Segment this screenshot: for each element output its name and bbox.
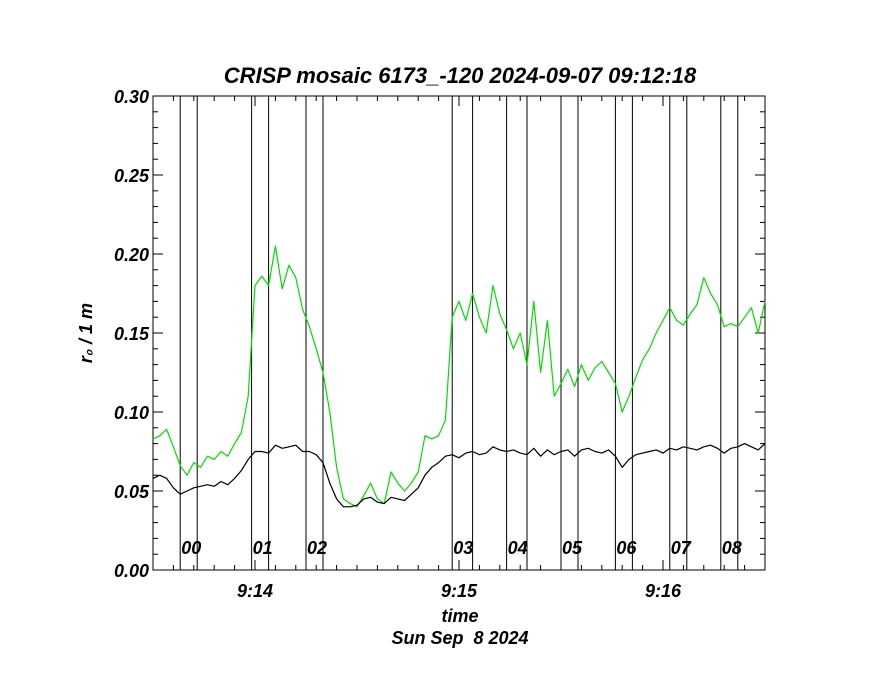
y-axis-label: r₀ / 1 m: [76, 303, 96, 363]
series-line-1: [152, 443, 766, 508]
scan-marker-label: 07: [671, 538, 692, 558]
date-label: Sun Sep 8 2024: [391, 628, 528, 648]
y-tick-label: 0.20: [114, 245, 149, 265]
y-tick-label: 0.30: [114, 87, 149, 107]
scan-marker-label: 08: [722, 538, 742, 558]
scan-marker-label: 01: [253, 538, 273, 558]
chart-title: CRISP mosaic 6173_-120 2024-09-07 09:12:…: [224, 63, 697, 88]
plot-frame: [152, 95, 766, 571]
y-tick-label: 0.10: [114, 403, 149, 423]
series-line-0: [152, 245, 766, 508]
y-tick-label: 0.00: [114, 561, 149, 581]
x-axis-ticks: 9:14 9:15 9:16: [152, 96, 766, 601]
data-series: [152, 245, 766, 508]
scan-marker-label: 04: [508, 538, 528, 558]
scan-markers: 00 01 02 03 04 05 06 07 08: [179, 96, 742, 570]
scan-marker-label: 02: [307, 538, 327, 558]
y-tick-label: 0.25: [114, 166, 150, 186]
scan-marker-label: 05: [562, 538, 583, 558]
y-tick-label: 0.15: [114, 324, 150, 344]
x-axis-label: time: [441, 606, 478, 626]
x-tick-label: 9:15: [441, 581, 478, 601]
scan-marker-label: 00: [181, 538, 201, 558]
scan-marker-label: 03: [453, 538, 473, 558]
x-tick-label: 9:16: [645, 581, 682, 601]
scan-marker-label: 06: [616, 538, 637, 558]
y-tick-label: 0.05: [114, 482, 150, 502]
x-tick-label: 9:14: [237, 581, 273, 601]
y-axis-ticks: 0.00 0.05 0.10 0.15 0.20 0.25 0.30: [114, 87, 765, 581]
